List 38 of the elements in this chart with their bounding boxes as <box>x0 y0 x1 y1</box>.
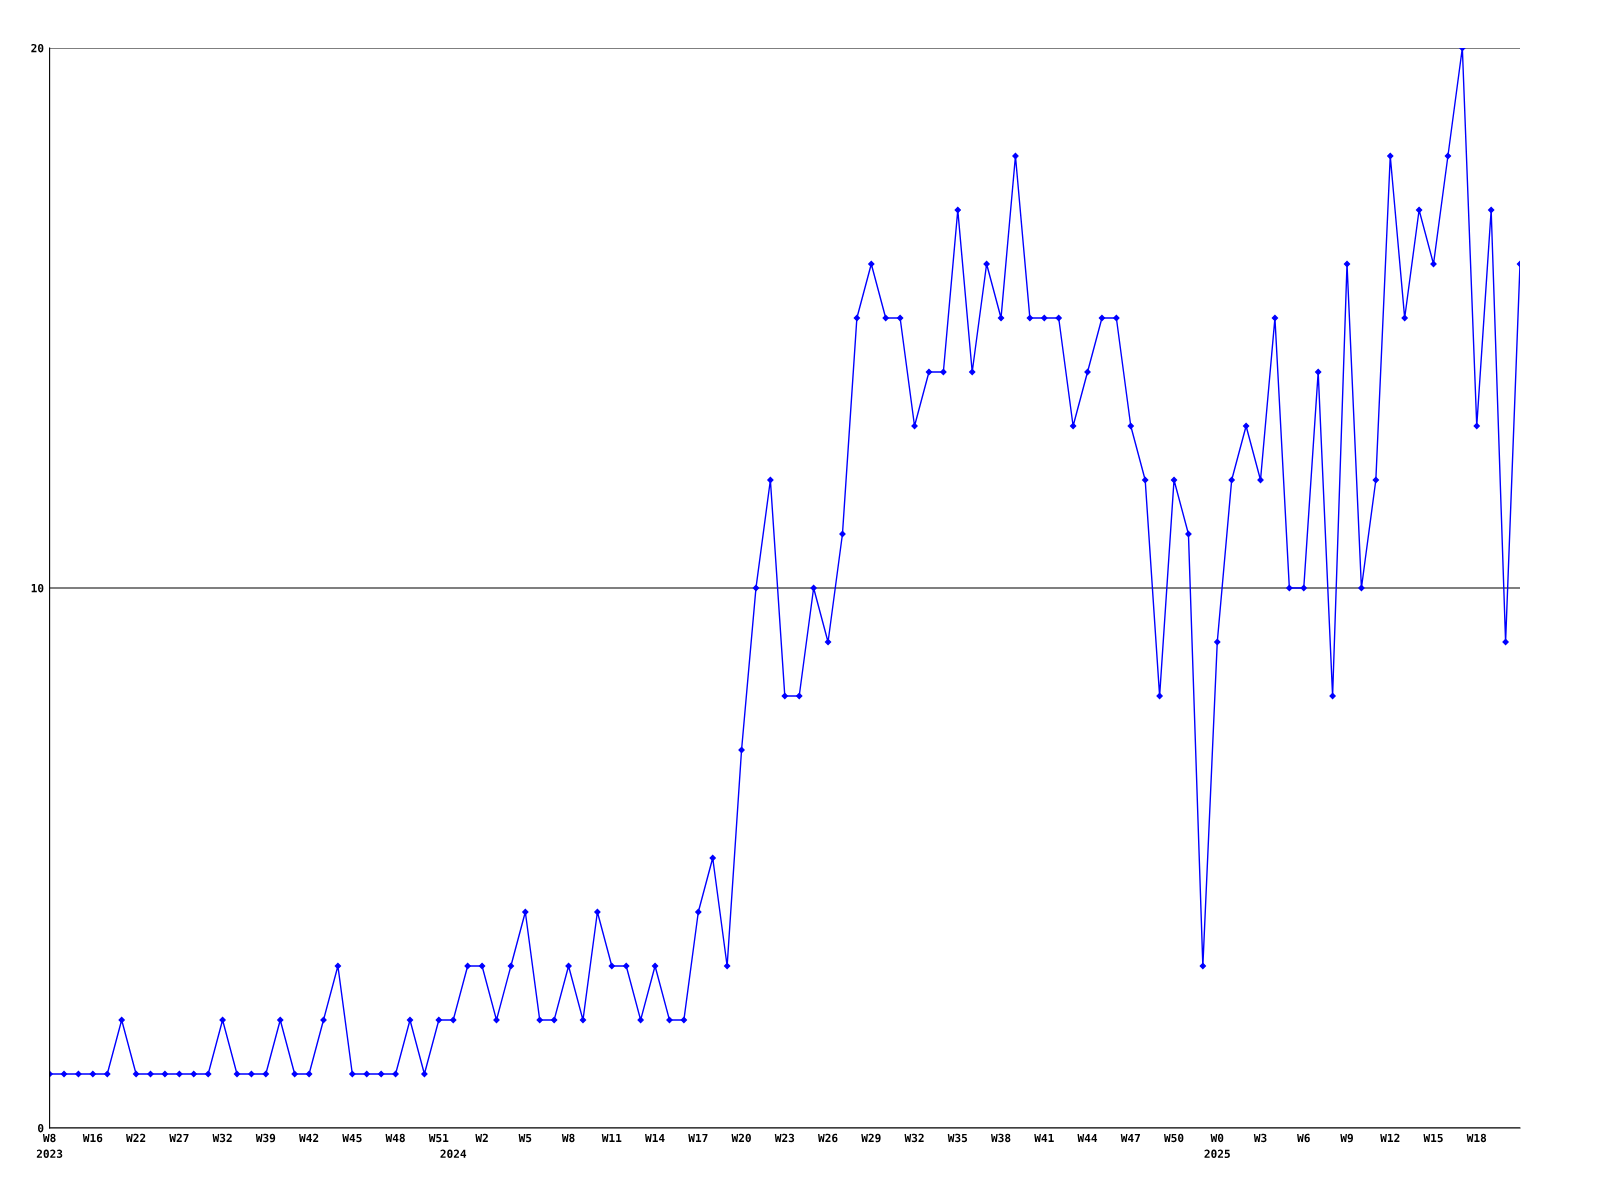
x-tick-label: W50 <box>1163 1133 1184 1143</box>
x-tick-label: W14 <box>645 1133 665 1142</box>
x-tick-label: W8 <box>561 1133 575 1143</box>
x-tick-label: W0 2025 <box>1204 1133 1230 1158</box>
x-tick-label: W16 <box>82 1133 103 1143</box>
x-tick-label: W44 <box>1077 1133 1098 1142</box>
x-tick-label: W22 <box>126 1133 146 1142</box>
x-tick-label: 2024 <box>440 1149 467 1158</box>
x-tick-label: W8 2023 <box>36 1133 63 1158</box>
x-tick-label: W5 <box>518 1133 532 1143</box>
x-tick-label: W6 <box>1297 1133 1310 1143</box>
x-tick-label: W51 <box>428 1133 449 1143</box>
x-tick-label: W26 <box>818 1133 838 1143</box>
y-tick-label: 0 <box>38 1123 44 1133</box>
x-tick-label: W32 <box>212 1133 232 1143</box>
x-tick-label: W12 <box>1380 1133 1400 1142</box>
x-tick-label: W9 <box>1340 1133 1353 1143</box>
x-tick-label: W23 <box>774 1133 795 1143</box>
x-tick-label: W29 <box>861 1133 881 1143</box>
x-tick-label: W2 <box>475 1133 488 1142</box>
x-tick-label: W41 <box>1034 1133 1054 1142</box>
x-tick-label: W47 <box>1120 1133 1140 1142</box>
x-tick-label: W35 <box>947 1133 968 1143</box>
x-tick-label: W15 <box>1423 1133 1443 1143</box>
x-tick-label: W20 <box>731 1133 751 1143</box>
y-tick-label: 10 <box>31 583 44 593</box>
x-tick-label: W11 <box>601 1133 622 1142</box>
x-tick-label: W48 <box>385 1133 405 1143</box>
x-tick-label: W18 <box>1466 1133 1487 1143</box>
x-tick-label: W32 <box>904 1133 924 1143</box>
x-tick-label: W27 <box>169 1133 189 1142</box>
x-tick-label: W3 <box>1253 1133 1267 1143</box>
x-tick-label: W39 <box>255 1133 276 1143</box>
x-tick-label: W17 <box>688 1133 708 1142</box>
x-tick-label: W38 <box>991 1133 1011 1143</box>
y-tick-label: 20 <box>31 43 44 53</box>
x-tick-label: W42 <box>299 1133 319 1142</box>
x-tick-label: W45 <box>342 1133 362 1143</box>
